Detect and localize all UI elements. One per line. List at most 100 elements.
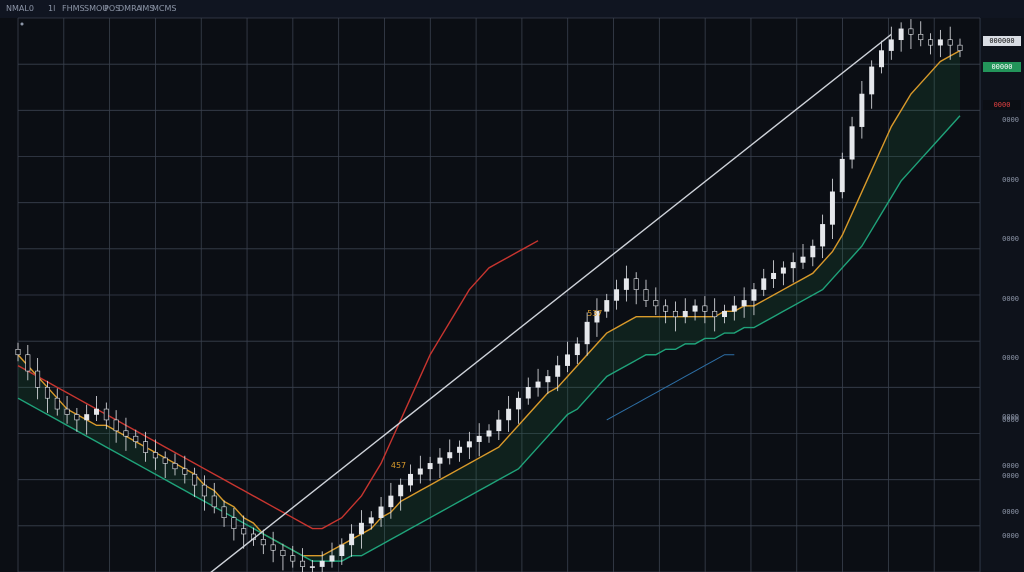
candle [584, 321, 590, 345]
candle [280, 549, 286, 557]
candle [466, 441, 472, 448]
candle [162, 457, 168, 464]
price-axis-label: 0000 [1002, 472, 1019, 480]
top-bar: NMAL0 1l FHMS SMOU POS DMRA IMS MCMS [0, 0, 1024, 18]
candle [898, 28, 904, 41]
candle [594, 310, 600, 323]
candle [790, 262, 796, 269]
candle [535, 381, 541, 388]
candle [614, 289, 620, 301]
candle [329, 555, 335, 562]
candle [741, 300, 747, 307]
candle [829, 191, 835, 225]
header-item[interactable]: NMAL0 [6, 4, 34, 13]
candle [74, 414, 80, 421]
price-tag: 00000 [983, 62, 1021, 72]
header-item[interactable]: 1l [48, 4, 56, 13]
candle [800, 256, 806, 263]
candle [702, 305, 708, 312]
candle [447, 452, 453, 459]
header-item[interactable]: DMRA [118, 4, 142, 13]
candle [35, 370, 41, 388]
candle [476, 435, 482, 442]
candle [869, 66, 875, 95]
candle [820, 224, 826, 247]
candle [496, 419, 502, 432]
price-axis-label: 0000 [1002, 235, 1019, 243]
trendline [210, 33, 892, 572]
candle [643, 289, 649, 301]
candle [937, 39, 943, 46]
candle [633, 278, 639, 290]
candle [133, 435, 139, 442]
annotation-label: 457 [391, 461, 406, 470]
ma-line-green [17, 115, 961, 562]
candle [113, 419, 119, 432]
header-item[interactable]: SMOU [84, 4, 109, 13]
price-axis[interactable]: 0000 0000 0000 0000 0000 0000 0000 0000 0000 0000… [980, 18, 1024, 572]
candle [152, 452, 158, 459]
candle [309, 566, 315, 568]
candle [84, 414, 90, 421]
candle [810, 245, 816, 258]
candle [486, 430, 492, 437]
candle [692, 305, 698, 312]
price-axis-label: 0000 [1002, 508, 1019, 516]
candle [682, 310, 688, 318]
candle [780, 267, 786, 274]
candle [103, 408, 109, 421]
candle [349, 533, 355, 546]
candle [417, 468, 423, 475]
candle [525, 387, 531, 399]
candle [44, 387, 50, 399]
price-tag: 0000 [983, 100, 1021, 110]
candle [761, 278, 767, 290]
candle [457, 446, 463, 453]
candle [211, 495, 217, 508]
ma-band [18, 50, 960, 562]
candle [64, 408, 70, 415]
candle [388, 495, 394, 508]
candle [398, 484, 404, 497]
candle [574, 343, 580, 356]
candle [712, 310, 718, 318]
annotation-label: 537 [587, 309, 602, 318]
candle [957, 44, 963, 51]
candle [928, 39, 934, 46]
candle [358, 522, 364, 535]
candle [722, 310, 727, 318]
candle [947, 39, 953, 46]
price-axis-label: 0000 [1002, 413, 1019, 421]
price-axis-label: 0000 [1002, 295, 1019, 303]
header-item[interactable]: MCMS [152, 4, 177, 13]
price-chart[interactable]: 537 457 [0, 0, 980, 572]
header-item[interactable]: POS [104, 4, 121, 13]
price-axis-label: 0000 [1002, 416, 1019, 424]
candle [54, 397, 60, 410]
price-axis-label: 0000 [1002, 176, 1019, 184]
candle [94, 408, 99, 415]
ma-band-fill [18, 50, 960, 562]
candle [506, 408, 512, 421]
candle [231, 517, 237, 529]
candle [182, 468, 188, 475]
price-axis-label: 0000 [1002, 354, 1019, 362]
candle [339, 544, 345, 557]
header-item[interactable]: FHMS [62, 4, 85, 13]
crosshair-dot [20, 22, 24, 26]
candle [25, 354, 31, 372]
candle [260, 539, 266, 546]
candle [545, 376, 551, 383]
price-axis-label: 0000 [1002, 532, 1019, 540]
header-item[interactable]: IMS [140, 4, 155, 13]
candle [300, 560, 306, 567]
candle [731, 305, 737, 312]
candle [879, 50, 884, 68]
candle [15, 349, 21, 356]
candle [172, 463, 178, 470]
candle [849, 126, 855, 160]
price-axis-label: 0000 [1002, 462, 1019, 470]
ma-line-blue [606, 354, 735, 421]
candle [290, 555, 296, 562]
